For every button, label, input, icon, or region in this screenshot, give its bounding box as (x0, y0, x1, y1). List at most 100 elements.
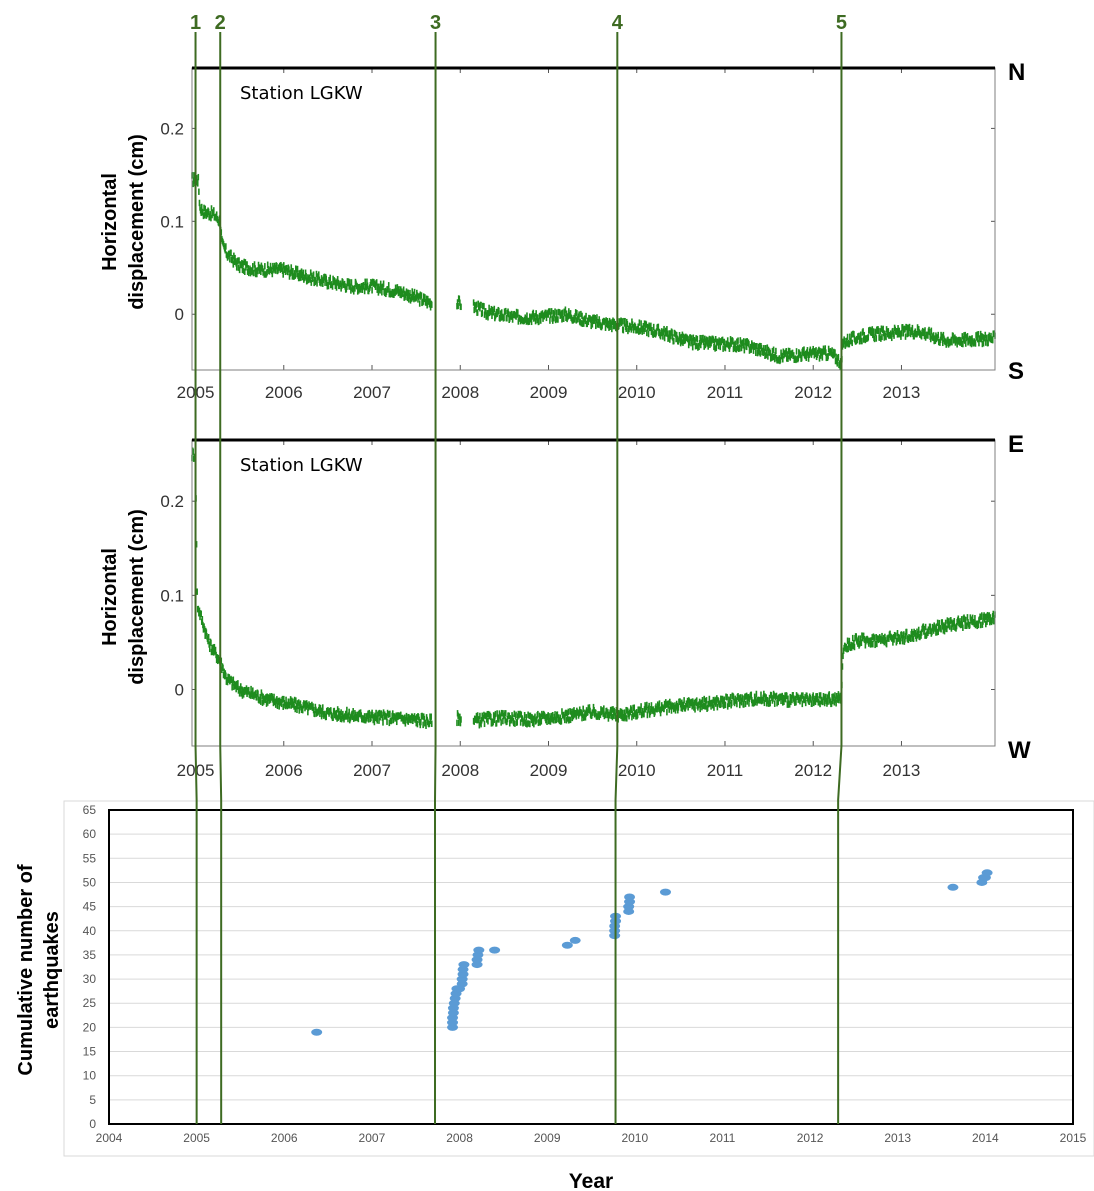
gps-point (554, 308, 556, 314)
gps-point (937, 332, 939, 338)
gps-point (198, 189, 200, 195)
ew-station-label: Station LGKW (240, 455, 363, 476)
gps-point (516, 719, 518, 725)
gps-point (697, 336, 699, 342)
eq-chart-area-border (64, 801, 1094, 1156)
gps-point (332, 715, 334, 721)
gps-point (567, 709, 569, 715)
gps-point (389, 711, 391, 717)
eq-x-tick-label: 2013 (884, 1131, 911, 1145)
gps-point (382, 719, 384, 725)
gps-point (585, 313, 587, 319)
eq-y-tick-label: 35 (83, 948, 97, 962)
eq-y-tick-label: 15 (83, 1045, 97, 1059)
eq-y-tick-label: 25 (83, 996, 97, 1010)
eq-y-tick-labels: 05101520253035404550556065 (83, 803, 97, 1131)
gps-point (860, 332, 862, 338)
gps-point (526, 714, 528, 720)
gps-point (457, 303, 459, 309)
gps-point (961, 616, 963, 622)
gps-point (731, 700, 733, 706)
gps-point (811, 700, 813, 706)
gps-point (694, 706, 696, 712)
ns-y-axis-label-line2: displacement (cm) (126, 134, 148, 310)
eq-data-points (311, 869, 992, 1035)
direction-west-label: W (1008, 737, 1031, 764)
eq-x-tick-label: 2009 (534, 1131, 561, 1145)
gps-point (659, 700, 661, 706)
eq-point (458, 961, 469, 968)
ns-station-label: Station LGKW (240, 83, 363, 104)
gps-point (375, 710, 377, 716)
x-tick-label: 2008 (441, 383, 479, 402)
gps-point (348, 709, 350, 715)
gps-point (422, 722, 424, 728)
direction-east-label: E (1008, 431, 1024, 458)
gps-point (745, 701, 747, 707)
x-tick-label: 2009 (530, 761, 568, 780)
gps-point (477, 309, 479, 315)
eq-y-axis-label-line1: Cumulative number of (15, 864, 37, 1075)
gps-point (873, 328, 875, 334)
gps-point (795, 699, 797, 705)
gps-point (322, 704, 324, 710)
gps-point (872, 641, 874, 647)
gps-point (498, 308, 500, 314)
event-label: 5 (836, 12, 847, 34)
gps-point (719, 702, 721, 708)
gps-point (503, 315, 505, 321)
gps-point (386, 719, 388, 725)
gps-point (514, 720, 516, 726)
gps-point (493, 306, 495, 312)
gps-point (500, 719, 502, 725)
eq-point (570, 937, 581, 944)
x-tick-label: 2012 (794, 383, 832, 402)
gps-point (578, 311, 580, 317)
gps-point (912, 325, 914, 331)
x-tick-label: 2013 (883, 761, 921, 780)
gps-point (987, 340, 989, 346)
gps-point (878, 328, 880, 334)
x-tick-label: 2006 (265, 383, 303, 402)
gps-point (325, 714, 327, 720)
gps-point (476, 302, 478, 308)
gps-point (980, 622, 982, 628)
gps-point (981, 612, 983, 618)
gps-point (906, 629, 908, 635)
gps-point (945, 620, 947, 626)
gps-point (431, 302, 433, 308)
gps-point (197, 180, 199, 186)
x-tick-label: 2007 (353, 383, 391, 402)
eq-x-tick-label: 2004 (96, 1131, 123, 1145)
gps-point (425, 723, 427, 729)
panel-north-south: 0.20.10 2005 2006 2007 2008 2009 2010 2011 2012… (99, 68, 996, 402)
gps-point (209, 646, 211, 652)
eq-y-tick-label: 20 (83, 1020, 97, 1034)
gps-point (905, 333, 907, 339)
gps-point (225, 243, 227, 249)
eq-y-tick-label: 55 (83, 851, 97, 865)
gps-point (505, 308, 507, 314)
gps-point (495, 711, 497, 717)
gps-point (576, 310, 578, 316)
gps-point (653, 324, 655, 330)
eq-point (982, 869, 993, 876)
gps-point (769, 700, 771, 706)
eq-plot-frame (109, 810, 1073, 1124)
gps-point (678, 704, 680, 710)
gps-point (208, 634, 210, 640)
gps-point (237, 680, 239, 686)
gps-point (603, 705, 605, 711)
gps-point (264, 263, 266, 269)
gps-point (336, 284, 338, 290)
gps-point (549, 317, 551, 323)
gps-point (524, 712, 526, 718)
gps-point (346, 707, 348, 713)
gps-point (456, 720, 458, 726)
gps-point (595, 323, 597, 329)
gps-point (756, 691, 758, 697)
gps-point (196, 588, 198, 594)
gps-point (430, 713, 432, 719)
gps-point (639, 319, 641, 325)
